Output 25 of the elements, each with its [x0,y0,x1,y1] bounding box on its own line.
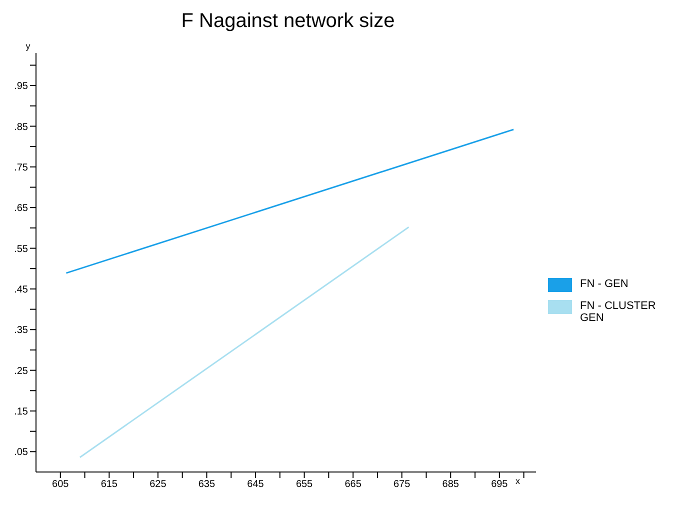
x-tick-label: 655 [296,479,314,490]
y-tick-label: .45 [14,284,28,296]
x-tick-label: 675 [394,479,411,490]
legend-label: FN - GEN [580,278,630,290]
y-tick-label: .75 [14,162,28,174]
legend-label: FN - CLUSTER GEN [580,300,657,324]
x-tick-label: 685 [442,479,460,490]
chart-title: F Nagainst network size [180,10,396,33]
y-tick-label: .05 [14,447,28,458]
x-tick-label: 665 [344,479,362,490]
y-tick-label: .65 [14,203,28,214]
x-tick-label: 695 [491,479,508,490]
x-tick-label: 605 [52,479,70,490]
x-tick-label: 615 [100,479,118,490]
x-tick-label: 645 [247,479,264,490]
y-tick-label: .35 [14,325,28,336]
x-tick-label: 635 [198,479,216,490]
y-tick-label: .95 [14,81,28,92]
y-tick-label: .25 [14,366,28,377]
y-tick-label: .85 [14,122,28,133]
x-axis-title: x [516,476,520,486]
x-tick-label: 625 [150,479,167,490]
y-tick-label: .55 [14,244,28,255]
y-tick-label: .15 [14,406,28,418]
y-axis-title: y [26,41,31,51]
